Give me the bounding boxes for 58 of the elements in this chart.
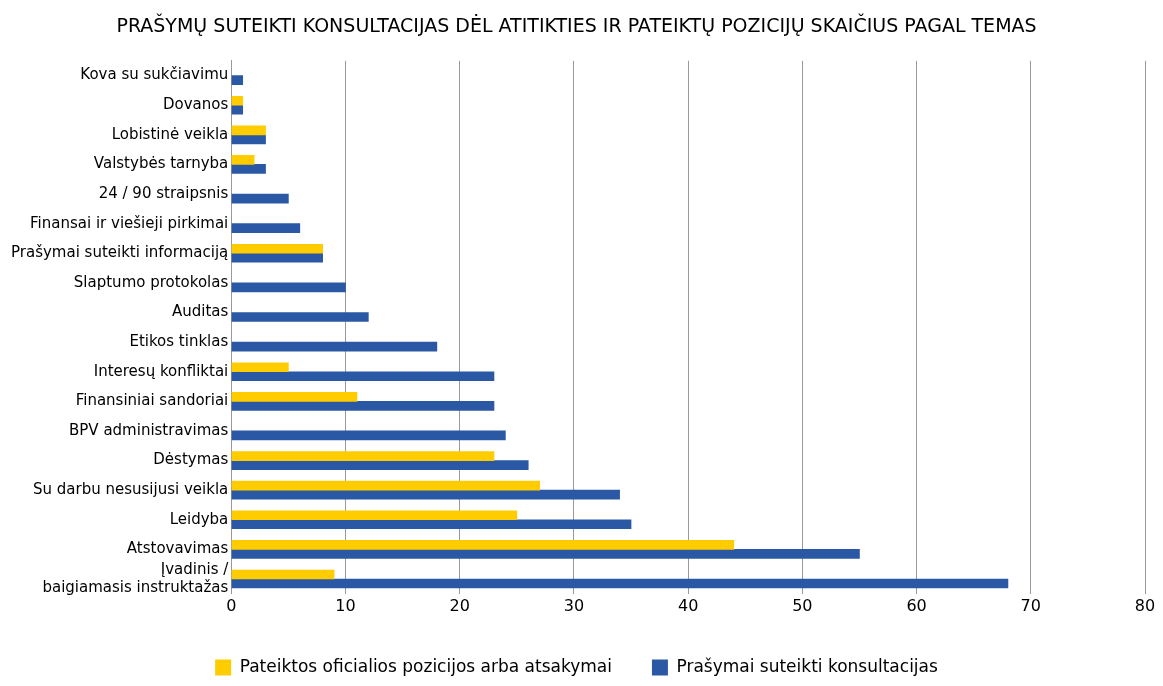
bar bbox=[231, 371, 495, 382]
legend-label: Pateiktos oficialios pozicijos arba atsakymai bbox=[239, 655, 612, 676]
bar bbox=[231, 95, 244, 106]
legend-label: Prašymai suteikti konsultacijas bbox=[676, 655, 938, 676]
bar bbox=[231, 519, 632, 530]
bar bbox=[231, 451, 495, 461]
y-tick-label: Prašymai suteikti informaciją bbox=[10, 243, 229, 262]
y-tick-label: Kova su sukčiavimu bbox=[80, 65, 229, 84]
bar bbox=[231, 489, 620, 500]
y-tick-label: Etikos tinklas bbox=[129, 332, 229, 350]
y-tick-label: BPV administravimas bbox=[69, 420, 229, 439]
bar bbox=[231, 282, 346, 293]
bar bbox=[231, 125, 266, 136]
bar bbox=[231, 341, 438, 352]
bar bbox=[231, 540, 735, 550]
bar bbox=[231, 193, 289, 204]
x-tick-label: 50 bbox=[792, 595, 813, 615]
bar bbox=[231, 243, 323, 254]
y-tick-label: Valstybės tarnyba bbox=[93, 154, 229, 173]
y-tick-label: Dėstymas bbox=[153, 450, 229, 469]
bar bbox=[231, 578, 1009, 589]
bar bbox=[231, 223, 301, 233]
bar bbox=[231, 401, 495, 411]
chart-title: PRAŠYMŲ SUTEIKTI KONSULTACIJAS DĖL ATITIKTIES IR PATEIKTŲ POZICIJŲ SKAIČIUS PAGAL TEMAS bbox=[116, 13, 1037, 37]
x-tick-label: 70 bbox=[1020, 595, 1041, 615]
y-tick-label: Įvadinis / baigiamasis instruktažas bbox=[42, 559, 230, 596]
bar bbox=[231, 155, 255, 165]
bar bbox=[231, 75, 244, 85]
x-tick-label: 40 bbox=[677, 595, 699, 615]
bar bbox=[231, 392, 358, 402]
bar bbox=[231, 480, 540, 491]
y-tick-label: 24 / 90 straipsnis bbox=[98, 183, 229, 202]
y-tick-label: Leidyba bbox=[169, 509, 229, 528]
y-tick-label: Auditas bbox=[171, 302, 229, 321]
y-tick-label: Atstovavimas bbox=[126, 539, 229, 558]
x-tick-label: 60 bbox=[906, 595, 927, 615]
bar bbox=[231, 164, 266, 174]
x-tick-label: 0 bbox=[226, 595, 237, 615]
y-tick-label: Finansiniai sandoriai bbox=[75, 391, 229, 410]
y-tick-label: Dovanos bbox=[162, 95, 229, 114]
x-tick-label: 10 bbox=[335, 595, 356, 615]
bar bbox=[231, 569, 335, 580]
bar bbox=[231, 549, 860, 559]
bar bbox=[231, 252, 323, 263]
bar bbox=[231, 430, 506, 441]
bar bbox=[231, 460, 529, 470]
bar bbox=[231, 510, 518, 521]
y-tick-label: Slaptumo protokolas bbox=[73, 272, 229, 291]
x-tick-label: 80 bbox=[1134, 595, 1156, 615]
bar bbox=[231, 312, 369, 322]
y-tick-label: Finansai ir viešieji pirkimai bbox=[30, 213, 229, 232]
y-tick-label: Interesų konfliktai bbox=[93, 361, 229, 380]
x-tick-label: 30 bbox=[563, 595, 585, 615]
bar bbox=[231, 134, 266, 145]
y-tick-label: Lobistinė veikla bbox=[111, 124, 229, 143]
x-tick-label: 20 bbox=[449, 595, 470, 615]
y-tick-label: Su darbu nesusijusi veikla bbox=[33, 480, 229, 499]
bar bbox=[231, 362, 289, 373]
